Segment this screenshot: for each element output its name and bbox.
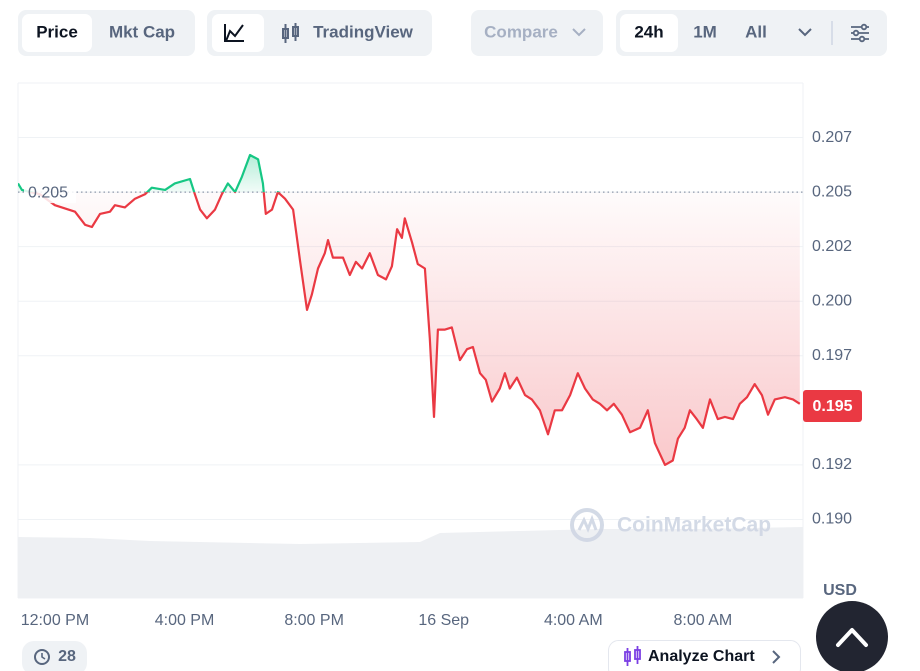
up-arrow [836,628,868,647]
watermark: CoinMarketCap [570,508,771,542]
compare-button[interactable] [471,10,603,56]
price-line-down [26,192,801,466]
range-active[interactable] [620,14,678,52]
y-tick-label: 0.207 [812,129,852,146]
tradingview-label[interactable]: TradingView [313,22,414,41]
x-tick-label: 4:00 AM [544,612,603,629]
history-count[interactable]: 28 [58,648,76,665]
x-tick-label: 8:00 AM [674,612,733,629]
line-chart-icon [224,24,244,42]
range-label[interactable]: All [745,22,767,41]
y-tick-label: 0.190 [812,511,852,528]
x-tick-label: 8:00 PM [284,612,344,629]
volume-area [18,527,803,598]
analyze-button[interactable] [608,640,801,671]
candle-icon [282,23,299,43]
y-tick-label: 0.202 [812,238,852,255]
current-price-box [803,389,862,422]
price-button[interactable] [22,14,92,52]
toolbar: Price Mkt Cap TradingView Compare 24h 1M… [18,10,887,56]
plot: 0.205 0.195 [18,153,862,466]
chevron [772,650,781,664]
area-down [30,192,800,465]
settings-icon[interactable] [851,23,869,43]
clock-hands [41,653,46,660]
x-tick-label: 4:00 PM [155,612,215,629]
price-label[interactable]: Price [36,22,78,41]
scroll-top-button[interactable] [816,601,888,671]
reference-label-bg [24,181,76,204]
compare-label[interactable]: Compare [484,22,558,41]
range-group [616,10,887,56]
mkt-cap-label[interactable]: Mkt Cap [109,22,175,41]
clock-icon [34,649,50,665]
watermark-text: CoinMarketCap [617,514,771,537]
x-tick-label: 12:00 PM [21,612,89,629]
chevron [572,28,586,37]
footer: 28 Analyze Chart [22,601,888,671]
y-tick-label: 0.205 [812,183,852,200]
analyze-icon [624,646,641,666]
y-tick-label: 0.197 [812,347,852,364]
range-label[interactable]: 1M [693,22,717,41]
y-tick-label: 0.192 [812,456,852,473]
reference-label: 0.205 [28,184,68,201]
range-dropdown[interactable] [798,28,812,37]
history-badge[interactable] [22,641,87,671]
analyze-label[interactable]: Analyze Chart [648,648,755,665]
current-price-label: 0.195 [812,398,852,415]
currency-label: USD [823,582,857,599]
y-tick-label: 0.200 [812,292,852,309]
range-label[interactable]: 24h [634,22,663,41]
x-tick-label: 16 Sep [418,612,469,629]
